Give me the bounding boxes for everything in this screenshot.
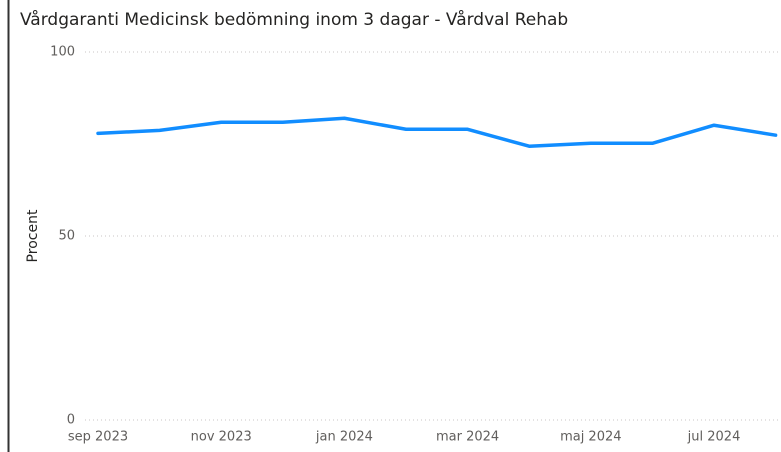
y-tick-label: 100 <box>50 45 75 60</box>
x-tick-label: jul 2024 <box>687 430 741 445</box>
x-tick-label: nov 2023 <box>191 430 252 445</box>
y-axis-label: Procent <box>25 209 41 262</box>
x-tick-label: sep 2023 <box>68 430 128 445</box>
y-tick-label: 0 <box>67 413 75 428</box>
chart-title: Vårdgaranti Medicinsk bedömning inom 3 d… <box>20 9 568 30</box>
x-tick-label: mar 2024 <box>436 430 499 445</box>
x-tick-label: jan 2024 <box>315 430 373 445</box>
plot <box>96 116 778 148</box>
x-tick-label: maj 2024 <box>560 430 621 445</box>
y-tick-label: 50 <box>58 229 75 244</box>
grid: 0 50 100 sep 2023 nov 2023 jan 2024 mar 2024 ma… <box>50 45 781 445</box>
data-line <box>96 116 778 148</box>
